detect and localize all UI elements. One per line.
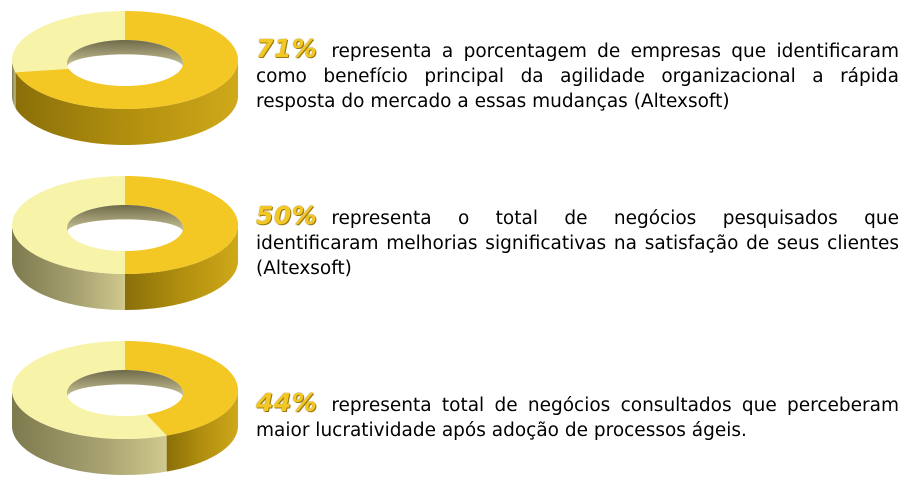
percent-label: 50%: [256, 201, 318, 230]
stat-text: 44% representa total de negócios consulta…: [256, 390, 899, 443]
donut-hole-wall: [67, 40, 183, 67]
stat-block: 71% representa a porcentagem de empresas …: [0, 0, 912, 150]
donut-chart: [5, 330, 245, 480]
stat-block: 50% representa o total de negócios pesqui…: [0, 165, 912, 315]
donut-slice-rest: [12, 11, 125, 73]
percent-label: 44%: [256, 388, 318, 417]
donut-rest-side: [12, 390, 167, 475]
percent-label: 71%: [256, 34, 318, 63]
donut-chart: [5, 0, 245, 150]
donut-slice-highlight: [15, 11, 238, 109]
donut-slice-rest: [12, 341, 167, 439]
stat-description: representa a porcentagem de empresas que…: [256, 41, 899, 112]
stat-text: 50% representa o total de negócios pesqui…: [256, 203, 899, 281]
donut-rest-side: [12, 60, 16, 109]
stat-description: representa o total de negócios pesquisad…: [256, 208, 899, 279]
stat-text: 71% representa a porcentagem de empresas …: [256, 36, 899, 114]
donut-highlight-side: [166, 390, 238, 472]
donut-slice-highlight: [125, 176, 238, 274]
donut-slice-rest: [12, 176, 125, 274]
donut-chart: [5, 165, 245, 315]
stat-block: 44% representa total de negócios consulta…: [0, 330, 912, 480]
donut-hole-wall: [67, 370, 183, 397]
donut-svg: [12, 11, 238, 145]
donut-highlight-side: [125, 225, 238, 310]
donut-svg: [12, 176, 238, 310]
donut-highlight-side: [15, 60, 238, 145]
stat-description: representa total de negócios consultados…: [256, 395, 899, 441]
donut-slice-highlight: [125, 341, 238, 436]
donut-rest-side: [12, 225, 125, 310]
donut-hole-wall: [67, 205, 183, 232]
donut-svg: [12, 341, 238, 475]
